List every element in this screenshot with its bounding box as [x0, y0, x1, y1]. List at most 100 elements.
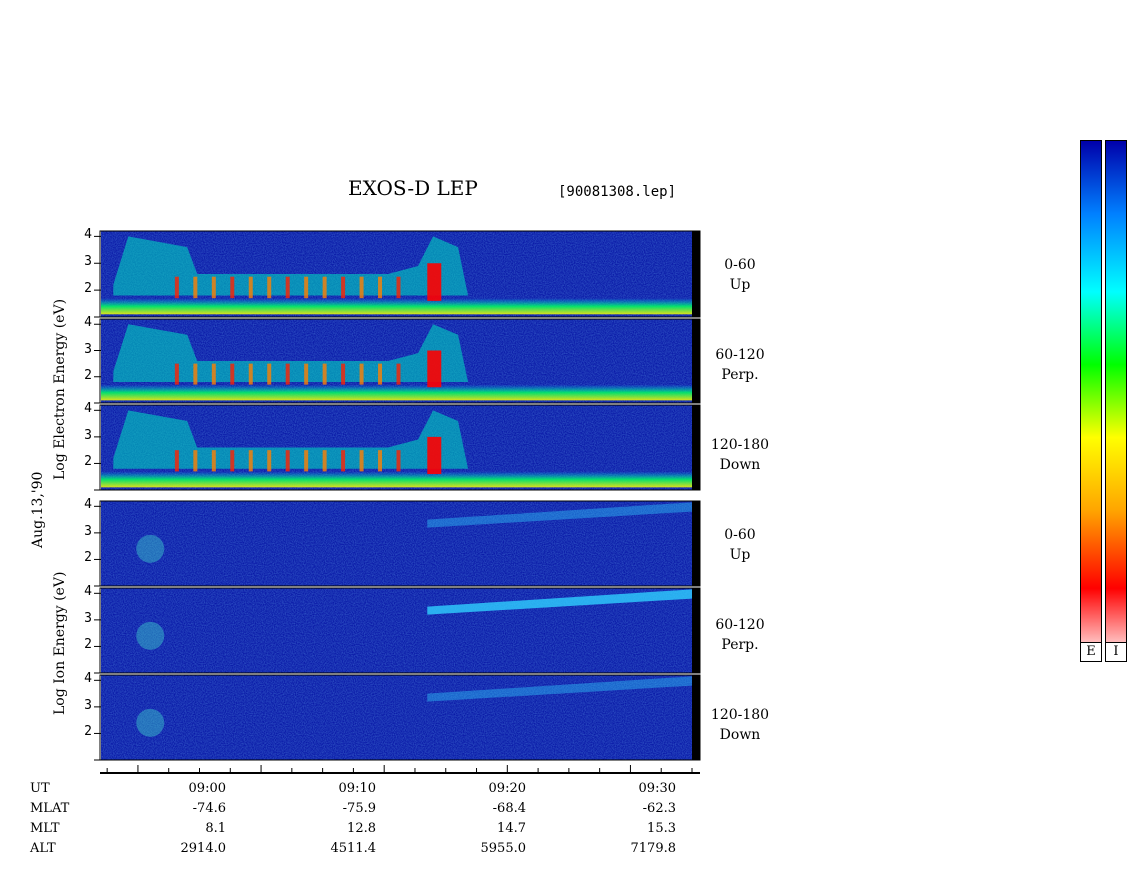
burst-mark [248, 450, 253, 472]
burst-mark [322, 276, 327, 299]
spectrogram-panel-0 [94, 230, 701, 318]
ion-patch [136, 708, 165, 737]
burst-mark [193, 450, 198, 472]
ion-patch [136, 621, 165, 650]
y-tick-label: 2 [84, 724, 92, 740]
spectrogram-panel-5 [94, 674, 701, 761]
burst-mark [174, 276, 179, 299]
mlt-0900: 8.1 [205, 821, 226, 836]
ut-0900: 09:00 [188, 781, 226, 796]
colorbar-label-e: E [1080, 642, 1102, 662]
y-tick-label: 4 [84, 497, 92, 513]
y-tick-label: 3 [84, 523, 92, 539]
mlat-0930: -62.3 [642, 801, 676, 816]
date-label: Aug.13,'90 [30, 471, 46, 548]
burst-mark [285, 363, 290, 385]
burst-mark [211, 276, 216, 299]
spectrogram-panel-4 [94, 587, 701, 674]
burst-mark [322, 450, 327, 472]
burst-mark [211, 363, 216, 385]
panel-edge [692, 405, 700, 490]
burst-mark [359, 363, 364, 385]
pitch-label-e-up: 0-60 Up [724, 257, 756, 293]
y-tick-label: 2 [84, 454, 92, 470]
burst-mark [396, 363, 401, 385]
panel-edge [692, 588, 700, 673]
burst-mark [285, 276, 290, 299]
panel-noise [101, 675, 692, 760]
panel-border [99, 230, 701, 318]
spectrogram-panel-1 [94, 318, 701, 404]
burst-mark [174, 363, 179, 385]
mlat-0910: -75.9 [342, 801, 376, 816]
burst-mark [322, 363, 327, 385]
panel-edge [692, 319, 700, 403]
y-tick-label: 3 [84, 254, 92, 270]
ion-patch [136, 534, 165, 563]
low-energy-band [101, 298, 692, 315]
ut-0930: 09:30 [638, 781, 676, 796]
panel-border [99, 674, 701, 761]
burst-mark [304, 276, 309, 299]
y-tick-label: 3 [84, 697, 92, 713]
panel-border [99, 404, 701, 491]
burst-mark [359, 276, 364, 299]
burst-mark [193, 363, 198, 385]
panel-edge [692, 231, 700, 317]
burst-mark [427, 263, 442, 301]
y-tick-label: 4 [84, 671, 92, 687]
low-energy-band [101, 384, 692, 401]
y-tick-label: 4 [84, 227, 92, 243]
file-name: [90081308.lep] [558, 184, 677, 200]
row-header-mlt: MLT [30, 821, 60, 836]
pitch-label-i-perp: 60-120 Perp. [715, 617, 765, 653]
alt-0910: 4511.4 [330, 841, 377, 856]
mlat-0900: -74.6 [192, 801, 226, 816]
y-tick-label: 3 [84, 427, 92, 443]
alt-0900: 2914.0 [180, 841, 227, 856]
burst-mark [193, 276, 198, 299]
alt-0930: 7179.8 [630, 841, 677, 856]
y-tick-label: 2 [84, 281, 92, 297]
ion-beam [427, 589, 692, 615]
burst-mark [341, 450, 346, 472]
mlat-0920: -68.4 [492, 801, 526, 816]
burst-mark [396, 450, 401, 472]
burst-mark [341, 363, 346, 385]
colorbar-label-i: I [1105, 642, 1127, 662]
y-tick-label: 4 [84, 315, 92, 331]
mlt-0910: 12.8 [347, 821, 376, 836]
burst-mark [248, 276, 253, 299]
panel-edge [692, 675, 700, 760]
burst-mark [248, 363, 253, 385]
spectrogram-panel-3 [94, 500, 701, 587]
mlt-0930: 15.3 [647, 821, 676, 836]
colorbar-ion [1105, 140, 1127, 662]
burst-mark [341, 276, 346, 299]
panel-edge [692, 501, 700, 586]
y-tick-label: 2 [84, 637, 92, 653]
low-energy-band [101, 471, 692, 488]
y-tick-label: 2 [84, 550, 92, 566]
y-tick-label: 2 [84, 367, 92, 383]
ut-0910: 09:10 [338, 781, 376, 796]
burst-mark [396, 276, 401, 299]
pitch-label-i-down: 120-180 Down [710, 707, 770, 743]
burst-mark [230, 276, 235, 299]
burst-mark [211, 450, 216, 472]
panel-noise [101, 501, 692, 586]
row-header-ut: UT [30, 781, 50, 796]
alt-0920: 5955.0 [480, 841, 527, 856]
burst-mark [378, 450, 383, 472]
ion-ylabel: Log Ion Energy (eV) [52, 571, 68, 715]
burst-mark [267, 276, 272, 299]
burst-mark [304, 363, 309, 385]
ion-beam [427, 676, 692, 702]
panel-border [99, 318, 701, 404]
y-tick-label: 3 [84, 341, 92, 357]
burst-mark [304, 450, 309, 472]
ut-0920: 09:20 [488, 781, 526, 796]
burst-mark [378, 276, 383, 299]
y-tick-label: 4 [84, 401, 92, 417]
